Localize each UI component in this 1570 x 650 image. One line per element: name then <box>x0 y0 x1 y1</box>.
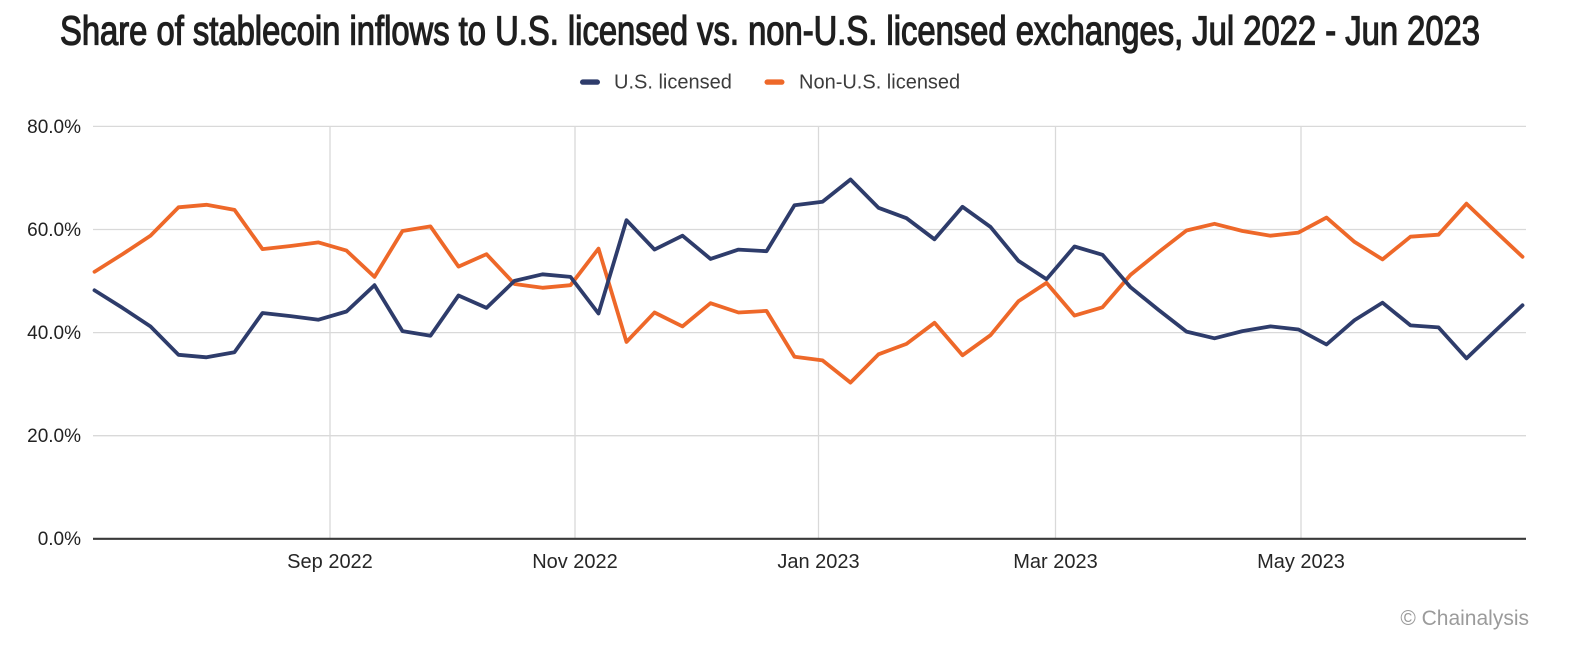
svg-text:U.S. licensed: U.S. licensed <box>614 72 732 94</box>
svg-text:Non-U.S. licensed: Non-U.S. licensed <box>799 72 960 94</box>
svg-text:© Chainalysis: © Chainalysis <box>1400 607 1529 630</box>
svg-text:Mar 2023: Mar 2023 <box>1013 551 1098 573</box>
svg-text:Nov 2022: Nov 2022 <box>532 551 618 573</box>
svg-text:May 2023: May 2023 <box>1257 551 1345 573</box>
svg-text:40.0%: 40.0% <box>27 323 81 344</box>
svg-text:Share of stablecoin inflows to: Share of stablecoin inflows to U.S. lice… <box>60 8 1480 54</box>
svg-text:0.0%: 0.0% <box>38 529 81 550</box>
svg-text:80.0%: 80.0% <box>27 117 81 138</box>
svg-text:20.0%: 20.0% <box>27 426 81 447</box>
svg-text:Sep 2022: Sep 2022 <box>287 551 373 573</box>
svg-text:Jan 2023: Jan 2023 <box>777 551 859 573</box>
svg-text:60.0%: 60.0% <box>27 220 81 241</box>
